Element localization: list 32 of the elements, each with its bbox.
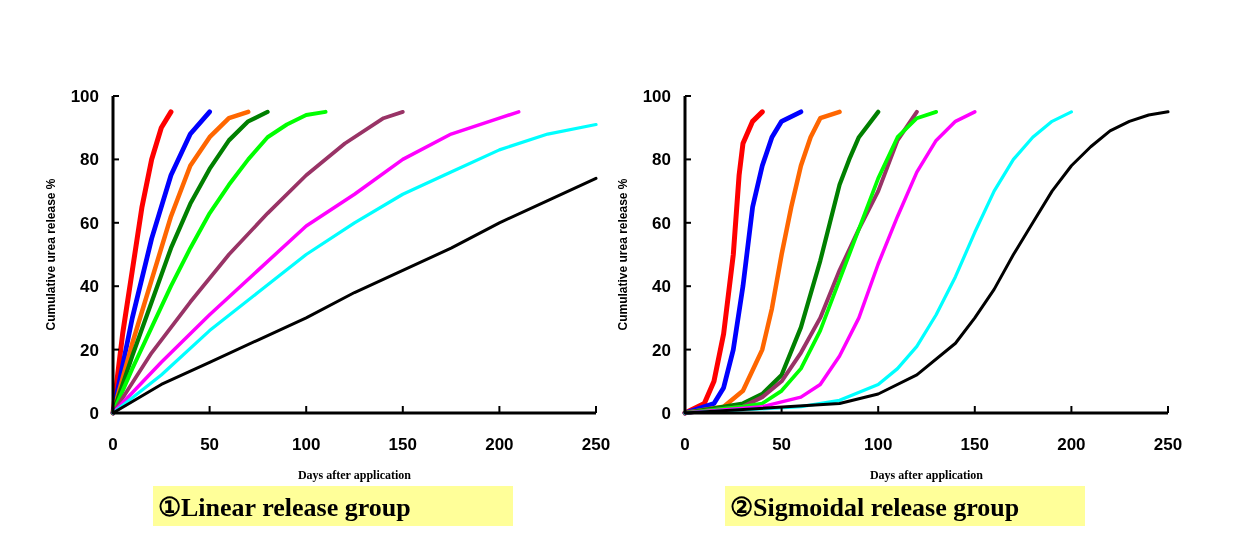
x-tick-label: 250 bbox=[1153, 435, 1183, 454]
y-tick-label: 80 bbox=[80, 150, 99, 170]
x-tick-label: 50 bbox=[200, 435, 220, 454]
line-series bbox=[111, 109, 328, 415]
y-tick-label: 100 bbox=[642, 86, 671, 106]
x-tick-label: 200 bbox=[1057, 435, 1086, 454]
y-tick-label: 80 bbox=[652, 150, 671, 170]
x-axis-title: Days after application bbox=[297, 468, 412, 482]
x-tick-label: 100 bbox=[292, 435, 321, 454]
text: ①Linear release group bbox=[158, 493, 411, 522]
x-tick-label: 0 bbox=[108, 435, 118, 454]
y-axis-title: Cumulative urea release % bbox=[616, 178, 630, 331]
y-tick-label: 60 bbox=[652, 213, 671, 233]
x-axis-title: Days after application bbox=[869, 468, 984, 482]
x-tick-label: 150 bbox=[388, 435, 417, 454]
y-tick-label: 0 bbox=[89, 403, 99, 423]
y-tick-label: 20 bbox=[80, 340, 99, 360]
y-tick-label: 60 bbox=[80, 213, 99, 233]
text: ②Sigmoidal release group bbox=[730, 493, 1020, 522]
x-tick-label: 100 bbox=[864, 435, 893, 454]
x-tick-label: 200 bbox=[485, 435, 514, 454]
x-tick-label: 250 bbox=[581, 435, 611, 454]
y-tick-label: 40 bbox=[652, 277, 671, 297]
x-tick-label: 0 bbox=[680, 435, 690, 454]
y-tick-label: 20 bbox=[652, 340, 671, 360]
y-tick-label: 100 bbox=[70, 86, 99, 106]
y-tick-label: 0 bbox=[661, 403, 671, 423]
line-series bbox=[682, 109, 881, 416]
y-axis-title: Cumulative urea release % bbox=[44, 178, 58, 331]
x-tick-label: 150 bbox=[960, 435, 989, 454]
y-tick-label: 40 bbox=[80, 277, 99, 297]
x-tick-label: 50 bbox=[772, 435, 792, 454]
